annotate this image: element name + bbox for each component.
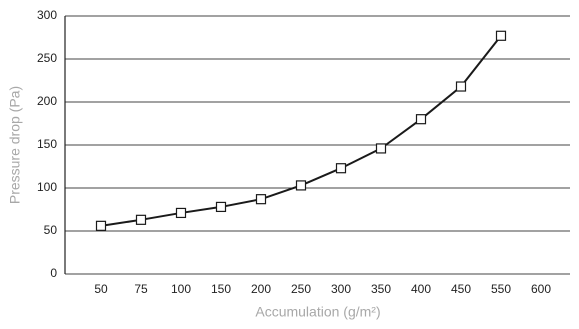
data-point bbox=[455, 81, 467, 92]
x-tick-label: 300 bbox=[331, 282, 351, 296]
x-tick-label: 100 bbox=[171, 282, 191, 296]
data-point bbox=[135, 214, 147, 225]
y-tick-label: 150 bbox=[37, 137, 57, 151]
data-point bbox=[215, 201, 227, 213]
x-axis-title: Accumulation (g/m²) bbox=[255, 304, 380, 320]
data-point bbox=[255, 194, 267, 205]
y-axis-title: Pressure drop (Pa) bbox=[7, 86, 23, 204]
x-tick-label: 250 bbox=[291, 282, 311, 296]
x-tick-label: 150 bbox=[211, 282, 231, 296]
y-tick-label: 50 bbox=[44, 223, 58, 237]
y-tick-label: 300 bbox=[37, 8, 57, 22]
data-point bbox=[375, 143, 387, 154]
x-tick-label: 75 bbox=[134, 282, 148, 296]
x-tick-label: 450 bbox=[451, 282, 471, 296]
data-point bbox=[295, 180, 307, 191]
data-point bbox=[495, 30, 507, 41]
x-tick-label: 200 bbox=[251, 282, 271, 296]
x-tick-label: 600 bbox=[531, 282, 551, 296]
data-point bbox=[335, 163, 347, 174]
data-point bbox=[95, 220, 107, 231]
y-tick-label: 0 bbox=[50, 266, 57, 280]
y-tick-label: 100 bbox=[37, 180, 57, 194]
x-tick-label: 400 bbox=[411, 282, 431, 296]
y-tick-label: 250 bbox=[37, 51, 57, 65]
x-tick-label: 550 bbox=[491, 282, 511, 296]
x-tick-label: 350 bbox=[371, 282, 391, 296]
data-point bbox=[175, 207, 187, 219]
data-line bbox=[100, 35, 502, 227]
data-point bbox=[415, 114, 427, 125]
x-tick-label: 50 bbox=[94, 282, 108, 296]
y-tick-label: 200 bbox=[37, 94, 57, 108]
